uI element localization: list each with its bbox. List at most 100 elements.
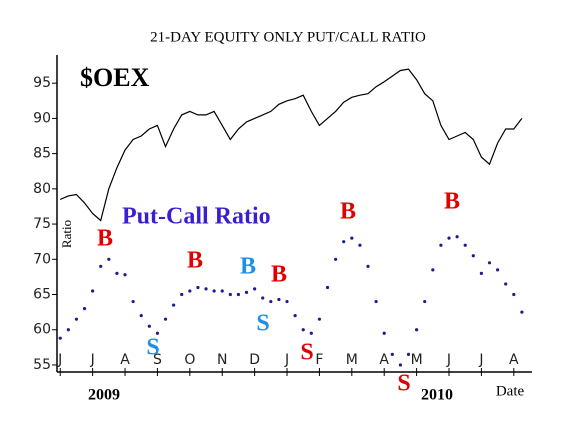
ratio-dot: [423, 299, 427, 304]
ratio-dot: [269, 299, 273, 304]
ratio-dot: [139, 314, 143, 318]
ratio-dot: [285, 299, 289, 304]
ratio-dot: [107, 257, 111, 261]
ratio-dot: [253, 287, 257, 291]
ratio-dot: [350, 236, 354, 240]
signal-label: S: [300, 340, 313, 366]
x-tick-label: S: [153, 352, 162, 368]
ratio-dot: [504, 282, 508, 286]
series-label: $OEX: [80, 63, 150, 92]
signal-label: B: [444, 189, 460, 215]
x-tick-label: J: [57, 352, 62, 368]
ratio-dot: [212, 289, 216, 293]
x-tick-label: D: [249, 352, 260, 368]
signal-label: B: [271, 262, 287, 288]
ratio-dot: [398, 363, 403, 367]
y-tick-label: 85: [33, 146, 51, 162]
ratio-dot: [220, 289, 224, 293]
ratio-dot: [317, 317, 322, 321]
ratio-dot: [342, 240, 346, 244]
ratio-dot: [390, 352, 394, 356]
chart-title: 21-DAY EQUITY ONLY PUT/CALL RATIO: [150, 29, 426, 45]
signal-label: S: [256, 311, 269, 337]
ratio-dot: [236, 292, 241, 297]
ratio-dot: [325, 285, 330, 290]
ratio-dot: [91, 289, 95, 293]
signal-label: B: [340, 199, 356, 225]
ratio-dot: [463, 243, 467, 247]
ratio-dot: [406, 352, 411, 356]
ratio-dot: [358, 243, 362, 247]
ratio-dot: [415, 328, 419, 332]
signal-label: B: [240, 254, 256, 280]
ratio-dot: [496, 268, 500, 272]
y-tick-label: 80: [33, 181, 51, 197]
y-tick-label: 55: [33, 357, 51, 373]
ratio-dot: [228, 292, 232, 297]
ratio-dot: [455, 235, 459, 239]
y-tick-label: 65: [33, 287, 51, 303]
ratio-dot: [277, 297, 281, 302]
ratio-dot: [471, 254, 475, 258]
signal-label: B: [187, 248, 203, 274]
ratio-dot: [82, 307, 87, 311]
ratio-dot: [301, 328, 305, 332]
ratio-dot: [155, 331, 160, 335]
signal-label: S: [146, 335, 159, 361]
x-axis-label: Date: [496, 383, 525, 399]
x-tick-label: A: [509, 352, 519, 368]
y-tick-label: 75: [33, 216, 51, 232]
ratio-dot: [447, 236, 451, 240]
x-tick-label: N: [217, 352, 227, 368]
x-tick-label: F: [315, 352, 323, 368]
y-axis-label: Ratio: [59, 220, 74, 248]
x-tick-label: M: [346, 352, 358, 368]
x-tick-label: A: [120, 352, 130, 368]
ratio-dot: [309, 331, 313, 335]
price-line: [59, 68, 523, 222]
ratio-dot: [366, 264, 370, 268]
ratio-dot: [123, 273, 127, 277]
signal-label: S: [397, 371, 410, 397]
x-tick-label: A: [379, 352, 389, 368]
ratio-dot: [131, 299, 135, 304]
ratio-dot: [172, 303, 176, 307]
ratio-dot: [244, 290, 249, 294]
ratio-dot: [479, 271, 484, 275]
ratio-dot: [520, 310, 524, 314]
series-label: Put-Call Ratio: [122, 204, 271, 230]
ratio-dot: [261, 296, 265, 300]
year-label: 2009: [88, 387, 120, 404]
ratio-dot: [196, 285, 200, 290]
y-tick-label: 70: [33, 251, 51, 267]
ratio-dot: [382, 331, 386, 335]
x-tick-label: J: [446, 352, 451, 368]
year-label: 2010: [421, 387, 453, 404]
y-tick-label: 60: [33, 322, 51, 338]
ratio-dot: [487, 261, 492, 265]
signal-label: B: [97, 226, 113, 252]
x-tick-label: J: [284, 352, 289, 368]
ratio-dot: [293, 314, 297, 318]
ratio-dot: [163, 317, 168, 321]
x-tick-label: J: [90, 352, 95, 368]
ratio-dot: [439, 243, 443, 247]
x-tick-label: O: [184, 352, 195, 368]
ratio-dot: [374, 299, 378, 304]
y-tick-label: 90: [33, 110, 51, 126]
ratio-dot: [74, 317, 79, 321]
ratio-dot: [334, 257, 338, 261]
x-tick-label: M: [411, 352, 423, 368]
ratio-dot: [180, 292, 184, 297]
ratio-dot: [115, 271, 119, 275]
ratio-dot: [512, 292, 516, 297]
ratio-dot: [66, 328, 70, 332]
ratio-dot: [431, 268, 435, 272]
ratio-dot: [58, 336, 62, 340]
ratio-dot: [204, 287, 208, 291]
y-tick-label: 95: [33, 75, 51, 91]
ratio-dot: [99, 264, 103, 268]
x-tick-label: J: [478, 352, 483, 368]
ratio-dot: [147, 324, 151, 328]
